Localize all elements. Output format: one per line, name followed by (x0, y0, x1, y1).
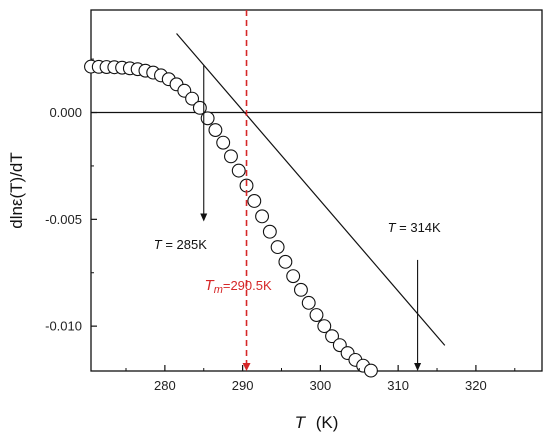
data-point (224, 149, 238, 164)
annotation-label: T = 314K (388, 220, 441, 235)
tm-label-subscript: m (214, 284, 223, 296)
data-point (270, 240, 285, 255)
data-point (231, 163, 246, 178)
data-point (208, 123, 223, 137)
data-point (278, 254, 293, 269)
x-tick-label: 320 (465, 378, 487, 393)
x-axis-title: T (K) (295, 413, 339, 432)
data-point (325, 329, 340, 344)
tm-label: Tm=290.5K (205, 277, 272, 296)
y-tick-label: -0.010 (45, 319, 82, 334)
x-tick-label: 300 (310, 378, 332, 393)
y-axis-title: dlnε(T)/dT (7, 152, 26, 229)
data-points (84, 59, 378, 378)
tm-label-symbol: T (205, 277, 216, 294)
annotation-label-symbol: T (154, 237, 163, 252)
data-point (363, 363, 378, 378)
tm-marker: Tm=290.5K (205, 10, 272, 371)
data-point (200, 111, 215, 126)
data-point (317, 319, 332, 334)
x-axis-unit: (K) (316, 413, 339, 432)
x-axis-ticks: 280 290 300 310 320 (125, 365, 516, 393)
x-tick-label: 280 (154, 378, 176, 393)
tm-label-value: =290.5K (223, 278, 272, 293)
annotation-label-value: = 285K (162, 237, 208, 252)
data-point (309, 308, 324, 322)
fit-line-stroke (176, 33, 446, 346)
data-point (262, 224, 277, 239)
annotation-label-symbol: T (388, 220, 397, 235)
annotation-label: T = 285K (154, 237, 207, 252)
data-point (185, 91, 200, 106)
data-point (247, 194, 262, 208)
annotation-arrowhead (414, 363, 422, 371)
data-point (216, 135, 231, 150)
data-point (293, 282, 308, 297)
x-axis-symbol: T (295, 413, 307, 432)
x-tick-label: 290 (232, 378, 254, 393)
y-tick-label: 0.000 (49, 105, 82, 120)
annotation-label-value: = 314K (396, 220, 442, 235)
data-point (301, 295, 316, 310)
data-point (286, 269, 301, 284)
plot-frame (90, 9, 543, 372)
y-tick-label: -0.005 (45, 212, 82, 227)
data-point (192, 100, 207, 115)
x-tick-label: 310 (387, 378, 409, 393)
y-axis-ticks: 0.000 -0.005 -0.010 (45, 58, 97, 334)
annotation-arrowhead (200, 213, 208, 222)
fit-line (176, 33, 446, 346)
data-point (255, 209, 270, 224)
tm-arrowhead (242, 363, 251, 371)
